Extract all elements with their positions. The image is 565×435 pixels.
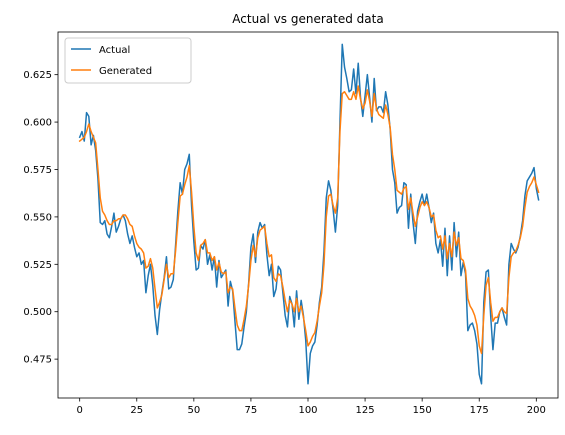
- y-tick-label: 0.525: [23, 260, 52, 271]
- legend-label-actual: Actual: [99, 45, 130, 56]
- chart-title: Actual vs generated data: [232, 12, 383, 26]
- x-tick-label: 150: [413, 405, 432, 416]
- x-tick-label: 125: [356, 405, 375, 416]
- x-tick-label: 0: [77, 405, 83, 416]
- legend: Actual Generated: [64, 37, 192, 84]
- legend-label-generated: Generated: [99, 66, 152, 77]
- axes-layer: 0 25 50 75 100 125 150 175 200 0.475 0.500 0.525 0.5…: [23, 31, 559, 416]
- y-tick-label: 0.600: [23, 118, 52, 129]
- y-tick-label: 0.550: [23, 212, 52, 223]
- y-tick-label: 0.575: [23, 165, 52, 176]
- x-tick-label: 100: [298, 405, 317, 416]
- legend-box: [64, 37, 192, 84]
- y-tick-label: 0.475: [23, 355, 52, 366]
- y-tick-label: 0.500: [23, 307, 52, 318]
- x-tick-label: 75: [245, 405, 258, 416]
- x-tick-label: 50: [187, 405, 200, 416]
- series-line-generated: [78, 85, 540, 355]
- x-tick-label: 200: [527, 405, 546, 416]
- x-tick-label: 25: [130, 405, 143, 416]
- series-layer: [78, 43, 540, 385]
- plot-area: 0 25 50 75 100 125 150 175 200 0.475 0.500 0.525 0.5…: [23, 31, 559, 416]
- series-line-actual: [78, 43, 540, 385]
- y-tick-label: 0.625: [23, 70, 52, 81]
- plot-frame: [58, 32, 558, 398]
- x-tick-label: 175: [470, 405, 489, 416]
